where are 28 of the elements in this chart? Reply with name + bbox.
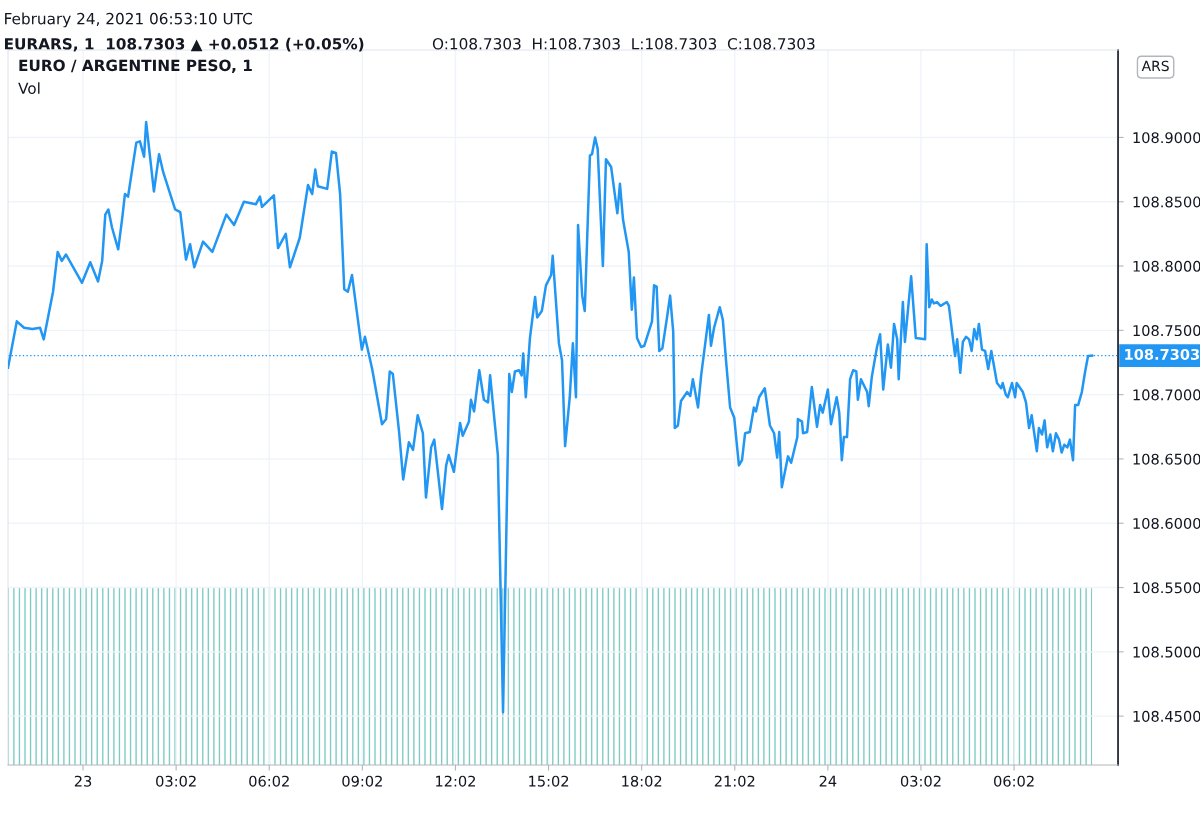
y-tick-label: 108.6000 <box>1133 517 1200 529</box>
x-tick-label: 18:02 <box>622 775 662 787</box>
x-tick-label: 06:02 <box>249 775 289 787</box>
text: ARS <box>1141 60 1169 72</box>
x-tick-label: 12:02 <box>436 775 476 787</box>
y-tick-label: 108.5000 <box>1133 646 1200 658</box>
x-tick-label: 15:02 <box>529 775 569 787</box>
annotation: Vol <box>18 82 40 95</box>
y-tick-label: 108.9000 <box>1133 132 1200 144</box>
y-tick-label: 108.7500 <box>1133 325 1200 337</box>
x-tick-label: 21:02 <box>714 775 755 787</box>
ref-line-label: 108.7303 <box>1125 348 1199 360</box>
x-tick-label: 09:02 <box>342 775 382 787</box>
x-tick-label: 23 <box>74 775 92 787</box>
text: February 24, 2021 06:53:10 UTC <box>5 12 252 28</box>
x-tick-label: 06:02 <box>994 775 1034 787</box>
y-tick-label: 108.8500 <box>1133 196 1200 208</box>
text: EURO / ARGENTINE PESO, 1 <box>19 59 252 74</box>
y-tick-label: 108.4500 <box>1133 710 1200 722</box>
text: O:108.7303 H:108.7303 L:108.7303 C:108.7303 <box>432 38 815 50</box>
y-tick-label: 108.5500 <box>1133 582 1200 594</box>
x-tick-label: 03:02 <box>900 775 941 787</box>
x-tick-label: 03:02 <box>156 775 196 787</box>
annotation: EURARS, 1 108.7303 ▲ +0.0512 (+0.05%) <box>5 37 364 52</box>
y-tick-label: 108.7000 <box>1133 389 1200 401</box>
y-tick-label: 108.6500 <box>1133 453 1200 465</box>
y-tick-label: 108.8000 <box>1133 260 1200 272</box>
x-tick-label: 24 <box>819 775 837 787</box>
